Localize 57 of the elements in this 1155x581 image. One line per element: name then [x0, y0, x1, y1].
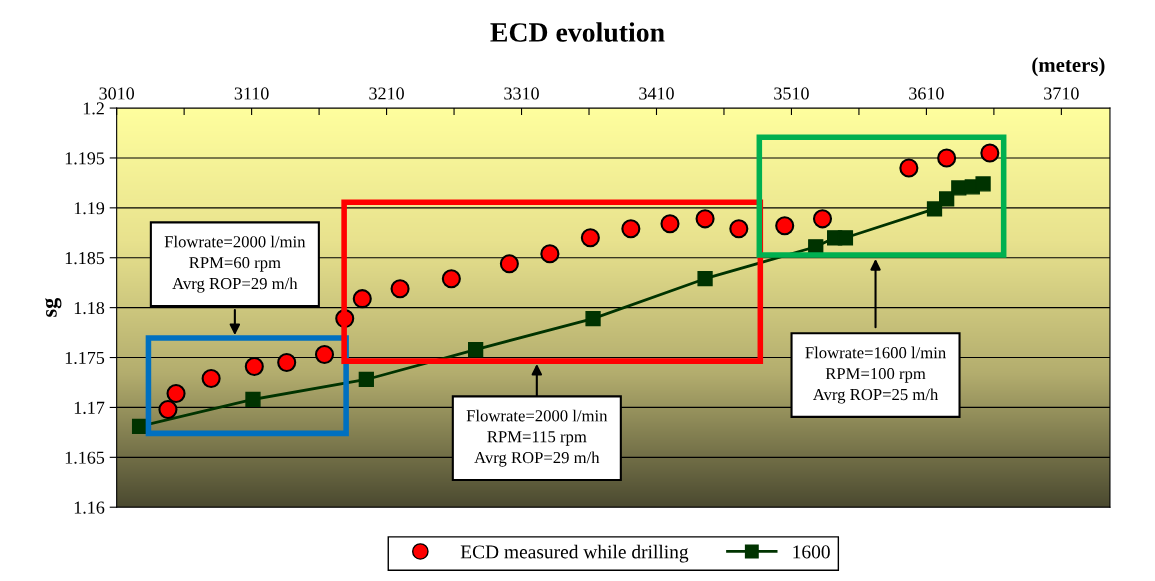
annotation: Flowrate=2000 l/min RPM=115 rpm Avrg ROP=29 m/h — [466, 409, 608, 467]
y-tick-label: 1.195 — [65, 152, 105, 165]
y-tick-label: 1.175 — [65, 351, 105, 365]
point — [899, 158, 919, 178]
point — [697, 271, 713, 287]
point — [277, 352, 297, 373]
point — [358, 371, 374, 388]
point — [499, 254, 519, 274]
point — [245, 391, 261, 408]
point — [926, 201, 943, 217]
x-tick-label: 3310 — [504, 87, 539, 100]
x-tick-label: 3410 — [639, 87, 674, 100]
y-axis-title: sg — [45, 297, 62, 317]
point — [131, 418, 148, 435]
point — [937, 148, 957, 168]
y-tick-label: 1.2 — [83, 102, 104, 115]
point — [158, 399, 178, 419]
point — [352, 289, 372, 309]
point — [244, 356, 264, 377]
x-tick-label: 3010 — [99, 87, 135, 100]
point — [812, 209, 833, 229]
point — [837, 230, 854, 246]
y-tick-label: 1.19 — [74, 202, 105, 215]
point — [621, 219, 641, 239]
y-tick-label: 1.165 — [65, 451, 105, 464]
point — [585, 310, 601, 327]
point — [729, 219, 749, 239]
x-axis-title: (meters) — [1032, 57, 1105, 77]
x-tick-label: 3110 — [234, 87, 269, 100]
legend-label: 1600 — [793, 545, 830, 559]
y-tick-label: 1.185 — [65, 252, 105, 265]
point — [939, 191, 955, 207]
y-tick-label: 1.16 — [74, 501, 105, 514]
point — [660, 214, 680, 234]
x-tick-label: 3610 — [909, 87, 944, 100]
point — [951, 180, 967, 196]
point — [468, 341, 484, 358]
point — [580, 228, 600, 248]
x-tick-label: 3210 — [369, 87, 404, 100]
x-tick-label: 3710 — [1044, 87, 1079, 100]
point — [540, 244, 560, 264]
point — [166, 383, 186, 403]
point — [441, 269, 461, 289]
legend-label: ECD measured while drilling — [460, 544, 689, 563]
y-tick-label: 1.18 — [74, 301, 105, 315]
x-tick-label: 3510 — [774, 87, 809, 100]
point — [975, 176, 991, 192]
annotation: Flowrate=1600 l/min RPM=100 rpm Avrg ROP=25 m/h — [805, 346, 946, 404]
y-tick-label: 1.17 — [74, 401, 105, 414]
point — [201, 368, 221, 389]
point — [314, 344, 335, 365]
point — [695, 209, 715, 229]
annotation: Flowrate=2000 l/min RPM=60 rpm Avrg ROP=29 m/h — [164, 235, 306, 293]
point — [390, 279, 410, 299]
point — [775, 216, 795, 236]
chart-title: ECD evolution — [490, 22, 665, 42]
point — [980, 143, 1000, 163]
